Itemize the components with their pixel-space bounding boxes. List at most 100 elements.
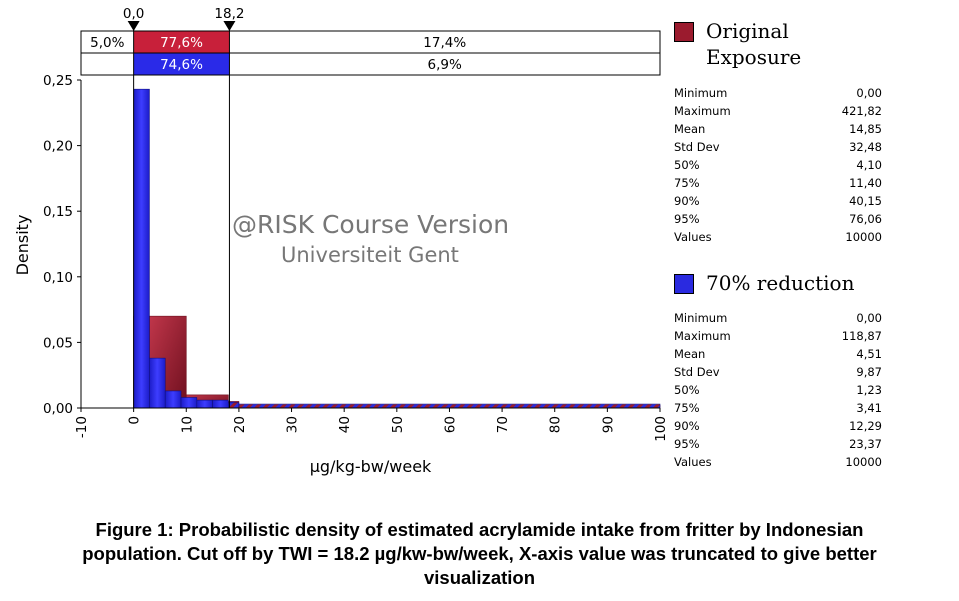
stat-reduction-label: Mean (674, 347, 706, 361)
x-tick-label: 80 (548, 416, 564, 433)
stat-original-row: Values 10000 (674, 228, 882, 246)
stat-reduction-label: Minimum (674, 311, 728, 325)
stat-reduction-row: 90% 12,29 (674, 417, 882, 435)
stat-original-value: 4,10 (856, 158, 882, 172)
stat-reduction-label: 90% (674, 419, 700, 433)
stat-original-row: 95% 76,06 (674, 210, 882, 228)
stat-reduction-row: 75% 3,41 (674, 399, 882, 417)
bar-reduction (238, 403, 661, 409)
stat-reduction-row: Maximum 118,87 (674, 327, 882, 345)
stat-original-row: Mean 14,85 (674, 120, 882, 138)
stat-original-value: 40,15 (849, 194, 882, 208)
stat-original-label: Minimum (674, 86, 728, 100)
stat-original-value: 421,82 (841, 104, 882, 118)
stat-reduction-row: Mean 4,51 (674, 345, 882, 363)
legend-reduction-label: 70% reduction (706, 271, 855, 295)
stat-original-label: 95% (674, 212, 700, 226)
y-tick-label: 0,05 (43, 335, 73, 351)
legend-original-swatch (674, 22, 694, 42)
stat-original-label: Maximum (674, 104, 731, 118)
stat-original-value: 11,40 (849, 176, 882, 190)
stat-reduction-row: 95% 23,37 (674, 435, 882, 453)
stat-original-label: Std Dev (674, 140, 720, 154)
stat-reduction-value: 4,51 (856, 347, 882, 361)
stat-original-row: 50% 4,10 (674, 156, 882, 174)
stat-original-row: 90% 40,15 (674, 192, 882, 210)
stat-reduction-value: 0,00 (856, 311, 882, 325)
legend-reduction-swatch (674, 274, 694, 294)
stat-reduction-label: 75% (674, 401, 700, 415)
x-tick-label: 50 (390, 416, 406, 433)
caption-line3: visualization (423, 567, 536, 588)
cutoff-label: 18,2 (214, 6, 244, 22)
stat-original-value: 32,48 (849, 140, 882, 154)
band-original-center: 77,6% (160, 35, 203, 51)
stat-original-value: 10000 (845, 230, 882, 244)
y-tick-label: 0,20 (43, 139, 73, 155)
band-reduction-middle (133, 52, 230, 76)
band-reduction-center: 74,6% (160, 57, 203, 73)
stat-original-label: Values (674, 230, 712, 244)
caption-line1: Figure 1: Probabilistic density of estim… (95, 519, 864, 540)
stat-reduction-value: 12,29 (849, 419, 882, 433)
y-tick-label: 0,00 (43, 401, 73, 417)
y-tick-label: 0,15 (43, 204, 73, 220)
figure-caption: Figure 1: Probabilistic density of estim… (0, 518, 959, 590)
cutoff-label: 0,0 (123, 6, 144, 22)
bar-reduction (212, 399, 229, 409)
x-axis-label: µg/kg-bw/week (310, 457, 432, 476)
stat-original-row: Minimum 0,00 (674, 84, 882, 102)
stat-reduction-value: 1,23 (856, 383, 882, 397)
density-chart: 0,00 0,05 0,10 0,15 0,20 0,25 -10 0 10 20 30 40 50 60… (13, 6, 669, 476)
legend-original-line2: Exposure (706, 45, 802, 69)
stat-reduction-value: 10000 (845, 455, 882, 469)
stat-original-row: Maximum 421,82 (674, 102, 882, 120)
stat-reduction-label: Std Dev (674, 365, 720, 379)
stat-reduction-label: 50% (674, 383, 700, 397)
x-tick-label: 30 (285, 416, 301, 433)
stat-original-label: 50% (674, 158, 700, 172)
stat-reduction-label: 95% (674, 437, 700, 451)
stat-reduction-value: 23,37 (849, 437, 882, 451)
x-tick-label: 40 (337, 416, 353, 433)
watermark-line1: @RISK Course Version (232, 210, 510, 239)
bar-reduction (164, 390, 182, 409)
stat-reduction-label: Values (674, 455, 712, 469)
stat-original-label: 75% (674, 176, 700, 190)
y-tick-label: 0,25 (43, 73, 73, 89)
x-tick-label: -10 (74, 416, 90, 438)
stat-original-label: 90% (674, 194, 700, 208)
watermark-line2: Universiteit Gent (281, 243, 459, 267)
bar-reduction (149, 357, 166, 409)
band-reduction-right: 6,9% (428, 57, 462, 73)
stat-reduction-label: Maximum (674, 329, 731, 343)
stat-reduction-value: 9,87 (856, 365, 882, 379)
band-original-right: 17,4% (423, 35, 466, 51)
stat-original-value: 0,00 (856, 86, 882, 100)
stat-original-label: Mean (674, 122, 706, 136)
stat-original-row: 75% 11,40 (674, 174, 882, 192)
bar-reduction (196, 399, 213, 409)
y-axis-label: Density (13, 215, 32, 276)
x-tick-label: 100 (653, 416, 669, 442)
cutoff-marker-icon (223, 21, 236, 31)
cutoff-marker-icon (127, 21, 140, 31)
x-tick-label: 90 (600, 416, 616, 433)
legend-original: Original Exposure (674, 18, 801, 70)
stat-reduction-value: 3,41 (856, 401, 882, 415)
stat-reduction-row: Values 10000 (674, 453, 882, 471)
x-tick-label: 70 (495, 416, 511, 433)
stats-original-table: Minimum 0,00 Maximum 421,82 Mean 14,85 Std Dev… (674, 84, 882, 246)
stat-original-row: Std Dev 32,48 (674, 138, 882, 156)
legend-original-line1: Original (706, 19, 789, 43)
x-tick-label: 0 (127, 416, 143, 425)
stat-reduction-row: Minimum 0,00 (674, 309, 882, 327)
bar-reduction (180, 397, 198, 409)
bar-reduction (228, 402, 240, 409)
stats-reduction-table: Minimum 0,00 Maximum 118,87 Mean 4,51 Std Dev 9… (674, 309, 882, 471)
legend-reduction: 70% reduction (674, 270, 854, 296)
x-tick-label: 60 (442, 416, 458, 433)
stat-reduction-row: 50% 1,23 (674, 381, 882, 399)
x-tick-label: 10 (179, 416, 195, 433)
legend-original-label: Original Exposure (706, 18, 801, 70)
